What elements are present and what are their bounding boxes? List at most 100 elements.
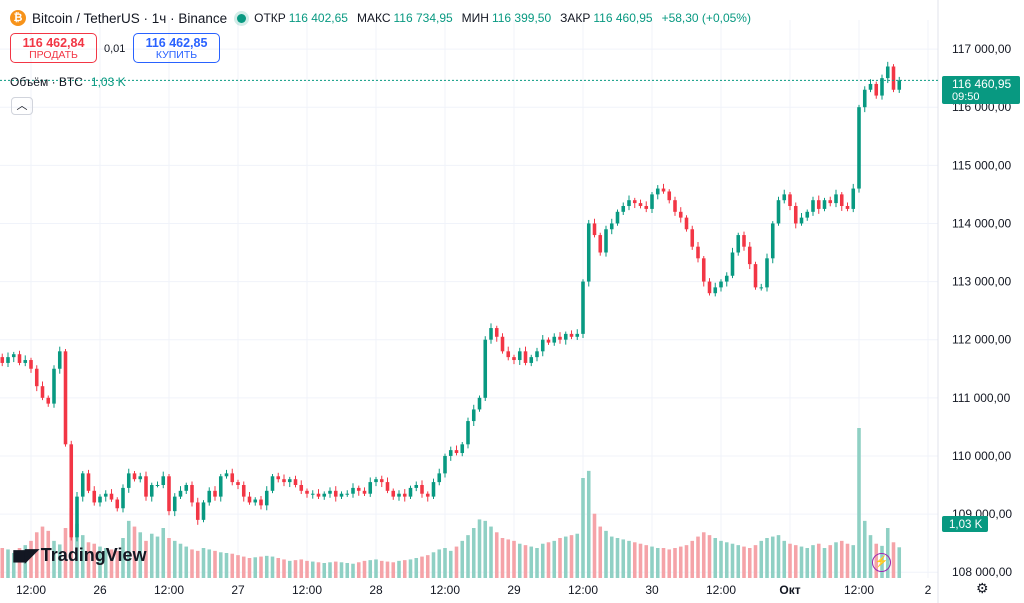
sell-button[interactable]: 116 462,84 ПРОДАТЬ xyxy=(10,33,97,63)
candle-body xyxy=(707,281,712,294)
volume-badge: 1,03 K xyxy=(942,516,988,532)
volume-bar xyxy=(40,526,45,578)
volume-bar xyxy=(621,539,626,578)
open-value: 116 402,65 xyxy=(288,11,348,25)
volume-bar xyxy=(897,547,902,578)
volume-bar xyxy=(471,528,476,578)
high-label: МАКС xyxy=(356,11,391,25)
candle-body xyxy=(535,351,539,358)
candle-body xyxy=(569,333,574,337)
volume-bar xyxy=(552,540,557,578)
volume-bar xyxy=(167,538,171,578)
volume-bar xyxy=(431,552,436,578)
collapse-legend-button[interactable]: ︿ xyxy=(11,97,33,115)
candle-body xyxy=(172,496,177,512)
volume-bar xyxy=(368,560,373,578)
tradingview-logo[interactable]: ◼◤ TradingView xyxy=(12,545,147,566)
volume-bar xyxy=(264,555,269,578)
volume-bar xyxy=(75,523,79,578)
lightning-icon[interactable]: ⚡ xyxy=(872,553,891,572)
candle-body xyxy=(845,206,850,209)
candle-body xyxy=(489,328,493,340)
market-status-dot[interactable] xyxy=(237,13,247,23)
candle-body xyxy=(891,66,896,90)
candle-body xyxy=(322,493,327,497)
volume-bar xyxy=(632,542,637,578)
gear-icon[interactable]: ⚙ xyxy=(976,580,989,596)
candle-body xyxy=(724,275,729,282)
candle-body xyxy=(615,211,620,224)
volume-bar xyxy=(604,530,608,578)
volume-bar xyxy=(69,508,74,578)
candle-body xyxy=(69,444,74,538)
candle-body xyxy=(851,188,856,209)
volume-bar xyxy=(305,560,309,578)
candle-body xyxy=(218,476,223,497)
candle-body xyxy=(276,476,281,480)
candle-body xyxy=(885,66,890,79)
candle-body xyxy=(190,485,194,503)
volume-bar xyxy=(845,543,850,578)
volume-bar xyxy=(138,532,143,578)
x-tick-label: 26 xyxy=(93,583,107,597)
candles xyxy=(0,61,902,542)
candle-body xyxy=(874,83,879,96)
candle-body xyxy=(241,485,246,497)
candle-body xyxy=(609,223,614,230)
volume-bar xyxy=(644,545,649,578)
candle-body xyxy=(201,502,206,520)
volume-bar xyxy=(535,548,539,578)
candle-body xyxy=(144,476,148,497)
volume-bar xyxy=(63,528,68,578)
candle-body xyxy=(385,482,390,491)
candle-body xyxy=(713,287,718,294)
candle-body xyxy=(299,485,304,491)
candle-body xyxy=(247,496,252,503)
volume-bar xyxy=(0,548,5,578)
symbol-title[interactable]: Bitcoin / TetherUS · 1ч · Binance xyxy=(32,10,228,26)
sell-price: 116 462,84 xyxy=(22,36,85,50)
candle-body xyxy=(466,421,470,445)
x-tick-label: 12:00 xyxy=(430,583,460,597)
volume-bar xyxy=(851,545,856,578)
volume-bar xyxy=(103,548,108,578)
volume-bar xyxy=(793,545,798,578)
volume-bar xyxy=(868,535,873,578)
volume-bar xyxy=(299,559,304,578)
volume-bar xyxy=(736,545,741,578)
candle-body xyxy=(621,206,626,212)
volume-bar xyxy=(310,561,315,578)
y-tick-label: 113 000,00 xyxy=(952,275,1011,289)
volume-bar xyxy=(201,548,206,578)
volume-bar xyxy=(259,556,263,578)
y-tick-label: 117 000,00 xyxy=(952,42,1011,56)
volume-bar xyxy=(742,546,746,578)
candle-body xyxy=(868,83,873,90)
candle-body xyxy=(655,188,660,195)
volume-bar xyxy=(385,561,390,578)
candle-body xyxy=(34,368,39,387)
change-value: +58,30 (+0,05%) xyxy=(661,11,751,25)
volume-bar xyxy=(857,428,861,578)
candle-body xyxy=(178,490,183,497)
volume-bar xyxy=(282,559,286,578)
candle-body xyxy=(678,211,683,218)
volume-bars xyxy=(0,428,902,578)
buy-button[interactable]: 116 462,85 КУПИТЬ xyxy=(133,33,220,63)
candle-body xyxy=(29,360,33,369)
candle-body xyxy=(333,490,338,497)
candle-body xyxy=(736,235,741,253)
candle-body xyxy=(776,200,781,224)
volume-bar xyxy=(753,545,758,578)
candle-body xyxy=(149,485,154,497)
volume-bar xyxy=(586,470,591,578)
candle-body xyxy=(667,191,672,201)
volume-bar xyxy=(885,528,890,578)
volume-bar xyxy=(276,558,281,578)
candle-body xyxy=(80,473,85,497)
time-axis[interactable]: 12:00 26 12:00 27 12:00 28 12:00 29 12:00 30 12:00… xyxy=(16,583,932,597)
candle-body xyxy=(362,490,367,494)
candle-body xyxy=(408,487,413,497)
